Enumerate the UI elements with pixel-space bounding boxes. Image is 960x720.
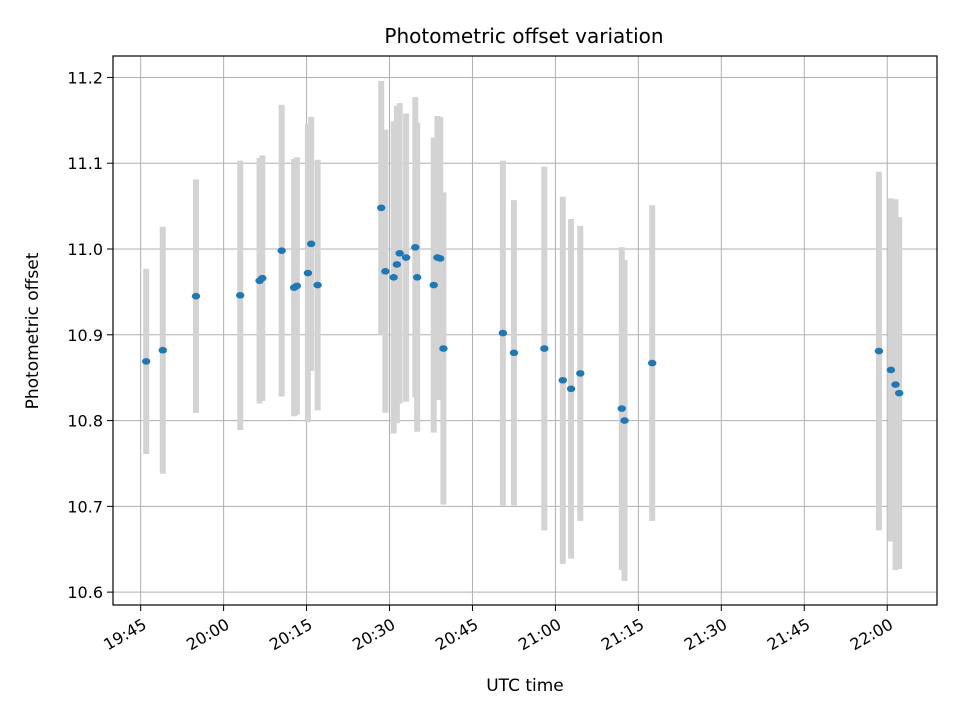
data-point xyxy=(558,376,567,384)
data-point xyxy=(313,281,322,289)
data-point xyxy=(411,243,420,251)
data-point xyxy=(158,346,167,354)
data-point xyxy=(412,274,422,281)
data-point xyxy=(292,282,302,290)
data-point xyxy=(617,405,626,412)
grid xyxy=(113,56,937,605)
x-tick-label: 20:30 xyxy=(349,615,398,655)
data-point xyxy=(381,268,390,275)
data-point xyxy=(235,292,245,299)
x-axis-label: UTC time xyxy=(486,676,564,696)
data-point xyxy=(576,370,585,377)
x-tick-label: 22:00 xyxy=(847,615,896,655)
y-tick-label: 10.8 xyxy=(67,412,103,431)
y-axis-label: Photometric offset xyxy=(23,252,43,409)
chart-title: Photometric offset variation xyxy=(384,24,663,48)
plot-frame xyxy=(112,55,938,606)
data-point xyxy=(540,345,549,352)
x-axis: 19:45 20:00 20:15 20:30 20:45 21:00 21:15 21:30… xyxy=(100,605,896,654)
data-point xyxy=(377,204,386,212)
data-point xyxy=(429,281,438,289)
data-point xyxy=(895,389,904,397)
data-point xyxy=(389,274,398,281)
data-point xyxy=(886,366,896,374)
x-tick-label: 21:00 xyxy=(515,615,564,655)
y-tick-label: 11.1 xyxy=(67,154,103,173)
data-points xyxy=(141,204,904,424)
data-point xyxy=(647,359,657,367)
data-point xyxy=(303,269,313,277)
y-tick-label: 10.7 xyxy=(67,497,103,516)
data-point xyxy=(566,385,576,393)
data-point xyxy=(498,329,508,337)
data-point xyxy=(874,347,884,355)
data-point xyxy=(509,349,519,357)
data-point xyxy=(395,249,404,257)
data-point xyxy=(620,417,629,424)
data-point xyxy=(439,345,448,352)
y-tick-label: 10.9 xyxy=(67,326,103,345)
y-axis: 10.6 10.7 10.8 10.9 11.0 11.1 11.2 xyxy=(67,68,113,602)
x-tick-label: 21:30 xyxy=(681,615,730,655)
x-tick-label: 21:45 xyxy=(764,615,813,655)
x-tick-label: 20:15 xyxy=(266,615,315,655)
data-point xyxy=(401,254,411,261)
data-point xyxy=(392,261,402,268)
data-point xyxy=(436,255,445,262)
y-tick-label: 10.6 xyxy=(67,583,103,602)
y-tick-label: 11.0 xyxy=(67,240,103,259)
x-tick-label: 20:45 xyxy=(432,615,481,655)
data-point xyxy=(306,240,316,248)
data-point xyxy=(891,381,900,388)
data-point xyxy=(277,247,286,255)
y-tick-label: 11.2 xyxy=(67,68,103,87)
data-point xyxy=(141,358,151,365)
x-tick-label: 19:45 xyxy=(100,615,149,655)
data-point xyxy=(258,274,267,282)
data-point xyxy=(191,292,201,300)
x-tick-label: 21:15 xyxy=(598,615,647,655)
x-tick-label: 20:00 xyxy=(183,615,232,655)
